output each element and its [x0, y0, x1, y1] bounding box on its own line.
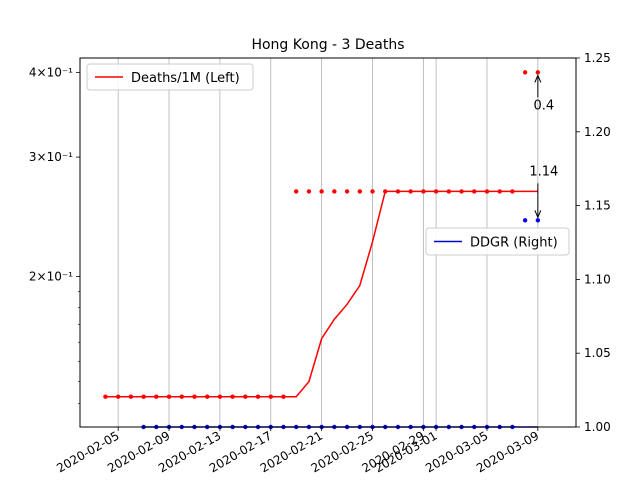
legend-box — [86, 63, 254, 91]
y-right-tick-label: 1.10 — [584, 272, 611, 286]
series-point-left — [484, 189, 490, 194]
series-point-left — [332, 189, 337, 194]
series-point-left — [154, 394, 159, 399]
series-point-left — [357, 189, 362, 194]
series-line-left — [105, 190, 538, 398]
y-left-tick-label: 3×10⁻¹ — [29, 150, 73, 164]
series-point-left — [510, 189, 515, 194]
legend-label: Deaths/1M (Left) — [131, 71, 240, 86]
series-point-left — [230, 394, 235, 399]
series-point-left — [433, 189, 439, 194]
series-point-left — [446, 189, 452, 194]
chart-title: Hong Kong - 3 Deaths — [251, 37, 404, 53]
y-right-tick-label: 1.00 — [584, 420, 611, 434]
series-point-right — [522, 218, 528, 223]
series-point-left — [217, 394, 223, 399]
series-point-left — [141, 394, 146, 399]
series-point-left — [179, 394, 184, 399]
y-right-tick-label: 1.25 — [584, 51, 611, 65]
series-point-left — [459, 189, 464, 194]
series-point-left — [204, 394, 210, 399]
annotation-label: 1.14 — [529, 164, 558, 179]
series-point-left — [497, 189, 502, 194]
annotation-arrowhead — [534, 74, 542, 83]
series-point-left — [103, 394, 108, 399]
series-point-left — [306, 189, 312, 194]
series-point-left — [243, 394, 248, 399]
series-point-left — [421, 189, 426, 194]
plot-frame — [79, 57, 577, 428]
legends: Deaths/1M (Left) DDGR (Right) — [86, 63, 570, 256]
series-point-left — [370, 189, 375, 194]
series-point-left — [319, 189, 324, 194]
series-point-left — [166, 394, 172, 399]
y-right-tick-label: 1.15 — [584, 199, 611, 213]
series-point-left — [115, 394, 121, 399]
y-right-tick-label: 1.05 — [584, 346, 611, 360]
series-point-left — [383, 189, 388, 194]
annotation-label: 0.4 — [534, 98, 555, 113]
series-point-left — [395, 189, 401, 194]
y-left-tick-label: 4×10⁻¹ — [29, 65, 73, 79]
legend-label: DDGR (Right) — [470, 236, 558, 251]
series-point-left — [192, 394, 197, 399]
y-right-tick-label: 1.20 — [584, 125, 611, 139]
y-left-tick-label: 2×10⁻¹ — [29, 270, 73, 284]
annotation-arrowhead — [534, 210, 542, 219]
series-point-left — [535, 70, 541, 75]
legend-box — [425, 227, 570, 256]
series-point-left — [522, 70, 528, 75]
series-point-left — [294, 189, 299, 194]
series-point-left — [408, 189, 413, 194]
series-point-left — [268, 394, 273, 399]
series-point-left — [472, 189, 477, 194]
series-point-left — [344, 189, 350, 194]
series-point-left — [128, 394, 134, 399]
series-point-right — [535, 218, 541, 223]
series-point-left — [281, 394, 286, 399]
axes: 2020-02-052020-02-092020-02-132020-02-17… — [29, 51, 611, 475]
series-point-left — [255, 394, 261, 399]
